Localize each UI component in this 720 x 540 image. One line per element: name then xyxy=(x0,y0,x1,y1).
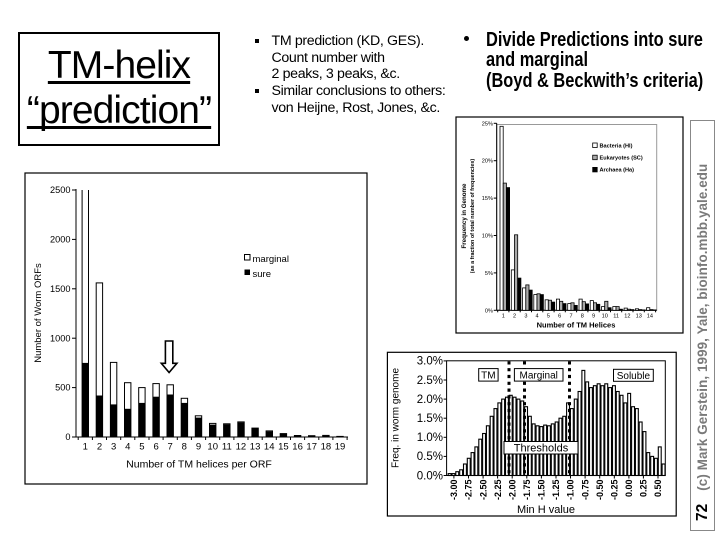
svg-text:11: 11 xyxy=(613,314,619,320)
svg-text:0.50: 0.50 xyxy=(653,480,663,498)
svg-text:12: 12 xyxy=(624,314,630,320)
svg-text:13: 13 xyxy=(636,314,642,320)
svg-text:marginal: marginal xyxy=(253,254,289,265)
svg-text:Eukaryotes (SC): Eukaryotes (SC) xyxy=(600,156,643,162)
svg-text:0%: 0% xyxy=(485,308,493,314)
svg-text:14: 14 xyxy=(647,314,653,320)
svg-text:2: 2 xyxy=(513,314,516,320)
svg-text:TM: TM xyxy=(481,371,495,382)
svg-text:9: 9 xyxy=(592,314,595,320)
svg-text:15%: 15% xyxy=(482,196,493,202)
svg-text:10: 10 xyxy=(602,314,608,320)
svg-text:1: 1 xyxy=(502,314,505,320)
svg-text:-0.50: -0.50 xyxy=(595,480,605,501)
svg-text:-2.25: -2.25 xyxy=(493,480,503,501)
svg-text:2500: 2500 xyxy=(50,185,70,195)
svg-text:6: 6 xyxy=(153,442,158,453)
svg-text:Bacteria (HI): Bacteria (HI) xyxy=(600,143,633,149)
svg-text:Marginal: Marginal xyxy=(520,371,558,382)
svg-text:16: 16 xyxy=(292,442,303,453)
svg-text:8: 8 xyxy=(581,314,584,320)
svg-text:17: 17 xyxy=(306,442,317,453)
svg-text:7: 7 xyxy=(168,442,173,453)
svg-text:-1.50: -1.50 xyxy=(537,480,547,501)
svg-text:1000: 1000 xyxy=(50,333,70,343)
svg-text:Frequency in Genome: Frequency in Genome xyxy=(461,183,468,249)
svg-text:0.00: 0.00 xyxy=(624,480,634,498)
svg-text:-1.00: -1.00 xyxy=(566,480,576,501)
svg-text:Archaea (Ha): Archaea (Ha) xyxy=(600,168,635,174)
svg-text:1500: 1500 xyxy=(50,284,70,294)
svg-text:18: 18 xyxy=(321,442,332,453)
svg-text:-3.00: -3.00 xyxy=(449,480,459,501)
svg-text:12: 12 xyxy=(236,442,247,453)
svg-text:0.25: 0.25 xyxy=(639,480,649,498)
svg-text:Number of TM Helices: Number of TM Helices xyxy=(537,321,616,330)
svg-text:0: 0 xyxy=(65,432,70,442)
svg-text:25%: 25% xyxy=(482,121,493,127)
svg-text:13: 13 xyxy=(250,442,261,453)
svg-text:Freq. in worm genome: Freq. in worm genome xyxy=(390,368,401,468)
svg-text:5: 5 xyxy=(547,314,550,320)
svg-text:5%: 5% xyxy=(485,271,493,277)
svg-text:1: 1 xyxy=(83,442,88,453)
svg-text:4: 4 xyxy=(536,314,539,320)
svg-text:9: 9 xyxy=(196,442,201,453)
svg-text:8: 8 xyxy=(182,442,187,453)
svg-text:-1.25: -1.25 xyxy=(551,480,561,501)
svg-text:(as a fraction of total number: (as a fraction of total number of freque… xyxy=(470,159,476,274)
svg-text:Number of Worm ORFs: Number of Worm ORFs xyxy=(33,263,44,363)
svg-text:3: 3 xyxy=(524,314,527,320)
svg-text:500: 500 xyxy=(55,383,70,393)
svg-text:Number of TM helices per ORF: Number of TM helices per ORF xyxy=(126,459,272,471)
svg-text:2: 2 xyxy=(97,442,102,453)
svg-text:5: 5 xyxy=(139,442,144,453)
svg-text:6: 6 xyxy=(558,314,561,320)
svg-text:sure: sure xyxy=(253,269,271,280)
svg-text:10: 10 xyxy=(207,442,218,453)
svg-text:2.0%: 2.0% xyxy=(417,394,443,406)
svg-text:-0.75: -0.75 xyxy=(580,480,590,501)
svg-text:1.0%: 1.0% xyxy=(417,432,443,444)
svg-text:-0.25: -0.25 xyxy=(610,480,620,501)
svg-text:3.0%: 3.0% xyxy=(417,356,443,368)
svg-text:14: 14 xyxy=(264,442,275,453)
svg-text:19: 19 xyxy=(335,442,346,453)
svg-text:2000: 2000 xyxy=(50,235,70,245)
svg-text:15: 15 xyxy=(278,442,289,453)
svg-text:-2.00: -2.00 xyxy=(507,480,517,501)
svg-text:11: 11 xyxy=(222,442,232,453)
svg-text:3: 3 xyxy=(111,442,116,453)
svg-text:2.5%: 2.5% xyxy=(417,375,443,387)
svg-text:1.5%: 1.5% xyxy=(417,413,443,425)
svg-text:-2.75: -2.75 xyxy=(464,480,474,501)
svg-text:10%: 10% xyxy=(482,234,493,240)
svg-text:0.5%: 0.5% xyxy=(417,451,443,463)
svg-text:0.0%: 0.0% xyxy=(417,470,443,482)
svg-text:Thresholds: Thresholds xyxy=(514,443,569,455)
svg-text:20%: 20% xyxy=(482,159,493,165)
svg-text:Min H value: Min H value xyxy=(517,504,575,516)
svg-text:-1.75: -1.75 xyxy=(522,480,532,501)
svg-text:-2.50: -2.50 xyxy=(478,480,488,501)
svg-text:4: 4 xyxy=(125,442,130,453)
svg-text:7: 7 xyxy=(569,314,572,320)
svg-text:Soluble: Soluble xyxy=(617,371,651,382)
